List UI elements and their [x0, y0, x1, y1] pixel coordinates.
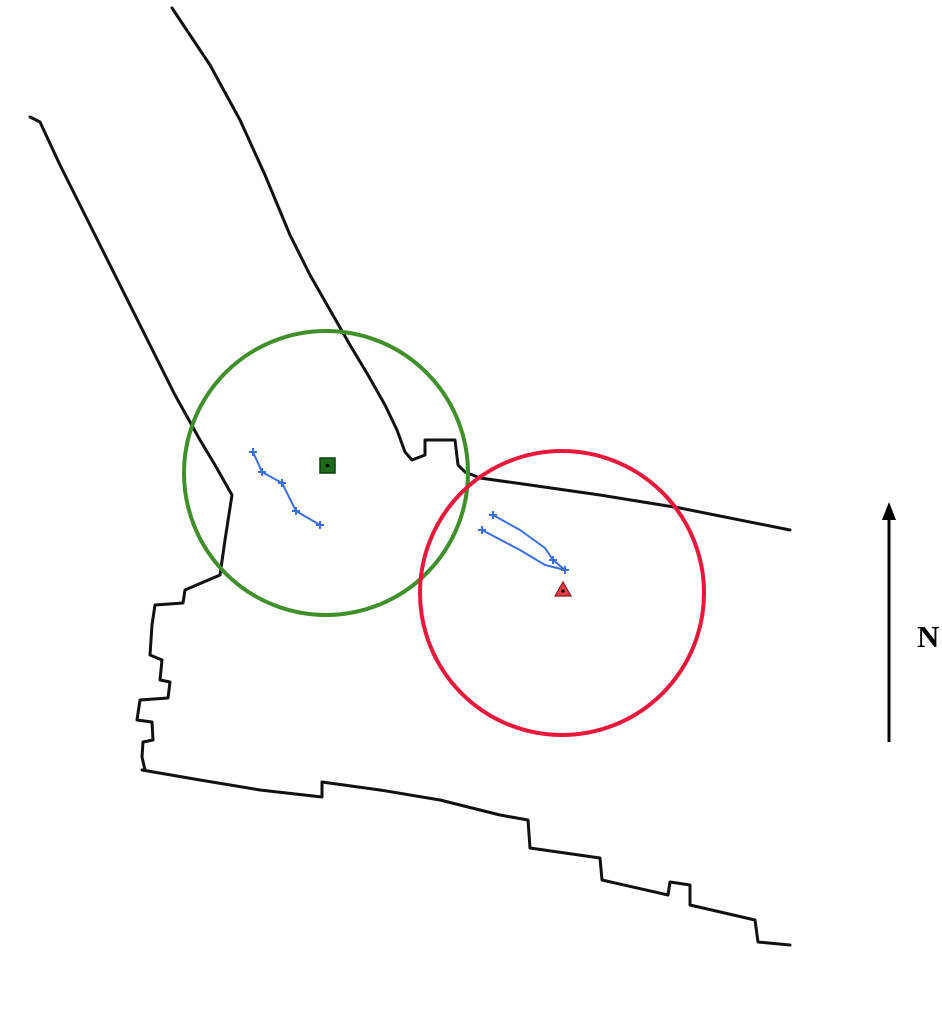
dashed-river-south-a	[32, 640, 300, 740]
dashed-boundary-northeast-g	[500, 228, 640, 282]
plus-marker-icon	[249, 448, 257, 456]
plus-marker-icon	[258, 468, 266, 476]
plus-marker-icon	[478, 526, 486, 534]
dashed-boundary-northeast-f	[480, 140, 790, 356]
plus-marker-icon	[549, 556, 557, 564]
north-arrow-head-icon	[882, 502, 896, 520]
dashed-boundary-northeast-b	[450, 238, 790, 375]
road-west	[28, 115, 234, 772]
plus-marker-icon	[316, 521, 324, 529]
red-zone-circle	[418, 449, 706, 737]
dashed-boundary-north-loop	[433, 343, 548, 385]
plus-marker-icon	[292, 507, 300, 515]
square-marker-icon	[319, 457, 336, 474]
dashed-boundary-west	[28, 248, 412, 575]
track-east	[478, 511, 569, 574]
dashed-boundary-southwest	[30, 628, 535, 833]
dashed-river-southwest-a	[35, 870, 460, 1010]
dashed-boundary-northeast-a	[598, 15, 790, 198]
triangle-marker-icon	[553, 580, 573, 597]
green-zone-circle	[182, 329, 470, 617]
plus-marker-icon	[489, 511, 497, 519]
dashed-boundaries	[28, 15, 790, 1018]
dashed-river-south-b	[30, 1000, 100, 1012]
dashed-boundary-northeast-d	[415, 170, 630, 345]
dashed-boundary-northeast-c	[415, 162, 640, 345]
road-south	[140, 768, 792, 947]
track-west	[249, 448, 324, 529]
north-label: N	[917, 619, 939, 654]
solid-roads	[28, 6, 792, 947]
north-arrow: N	[882, 502, 939, 742]
plus-marker-icon	[278, 479, 286, 487]
dashed-boundary-south-channel	[495, 725, 655, 1000]
plus-marker-icon	[561, 566, 569, 574]
dashed-river-southwest-b	[35, 888, 470, 1018]
dashed-boundary-northeast-e	[480, 130, 790, 345]
road-north	[170, 6, 792, 532]
